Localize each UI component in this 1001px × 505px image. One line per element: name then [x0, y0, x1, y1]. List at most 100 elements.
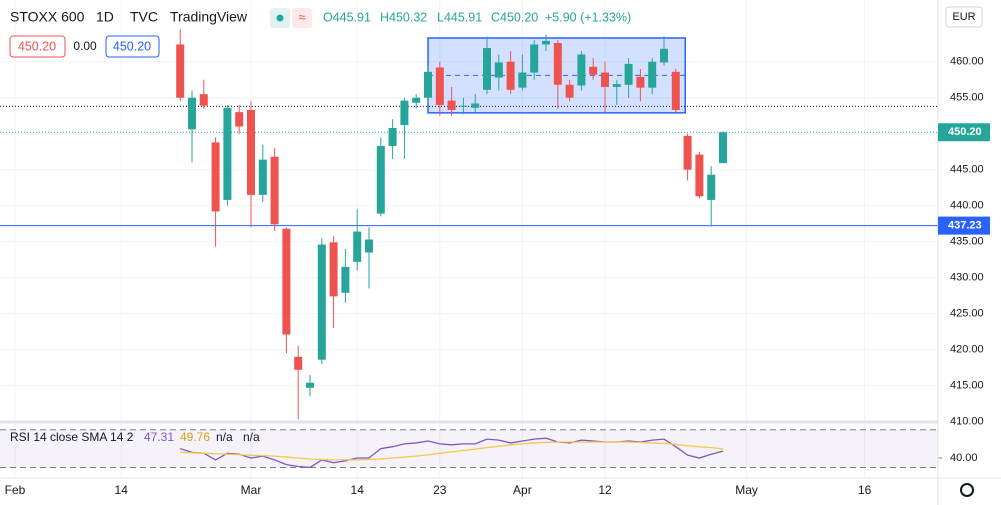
candle-body — [707, 174, 716, 200]
ohlc-open: O445.91 — [323, 10, 371, 24]
buy-price: 450.20 — [113, 39, 151, 53]
candle-body — [447, 100, 456, 110]
x-tick-label: Apr — [513, 483, 532, 497]
candle-body — [376, 145, 385, 214]
buy-box[interactable] — [105, 35, 160, 58]
candle-body — [542, 40, 550, 45]
candle-body — [400, 100, 409, 126]
candle-body — [459, 105, 468, 107]
rsi-sma-line — [180, 441, 724, 461]
x-tick-label: Mar — [241, 483, 262, 497]
x-tick-label: 14 — [115, 483, 129, 497]
rsi-na: n/a — [243, 430, 260, 444]
candle-body — [365, 239, 373, 253]
candle-body — [388, 127, 397, 146]
platform: TradingView — [170, 9, 248, 25]
candle-body — [471, 103, 480, 108]
candle-body — [306, 382, 314, 388]
candle-body — [648, 61, 657, 88]
candle-body — [223, 107, 232, 200]
candle-body — [683, 135, 692, 170]
candle-body — [636, 76, 645, 88]
candle-body — [258, 159, 267, 195]
candle-body — [660, 48, 668, 63]
y-tick-label: 440.00 — [950, 200, 984, 212]
rsi-na: n/a — [216, 430, 233, 444]
rsi-tick-label: 40.00 — [950, 452, 978, 464]
spread: 0.00 — [73, 39, 97, 53]
y-tick-label: 425.00 — [950, 308, 984, 320]
candle-body — [612, 84, 621, 87]
candle-body — [235, 112, 244, 127]
y-tick-label: 410.00 — [950, 416, 984, 428]
candle-body — [317, 244, 326, 360]
x-tick-label: 16 — [858, 483, 872, 497]
rsi-sma-value: 49.76 — [180, 430, 210, 444]
candle-body — [211, 142, 220, 212]
candle-body — [577, 54, 586, 86]
x-tick-label: May — [735, 483, 758, 497]
x-tick-label: 23 — [433, 483, 447, 497]
rsi-line — [180, 437, 724, 469]
candle-body — [270, 156, 279, 225]
currency-button[interactable] — [945, 6, 983, 28]
status-icon[interactable] — [292, 8, 312, 28]
candle-body — [483, 48, 491, 90]
currency: EUR — [952, 11, 975, 23]
candle-body — [329, 242, 338, 297]
rsi-title[interactable]: RSI 14 close SMA 14 2 — [10, 430, 134, 444]
source[interactable]: TVC — [130, 9, 158, 25]
y-tick-label: 430.00 — [950, 272, 984, 284]
sell-box[interactable] — [9, 35, 66, 58]
candle-body — [435, 67, 444, 105]
candle-body — [353, 231, 362, 262]
price-label: 450.20 — [948, 126, 982, 138]
y-tick-label: 445.00 — [950, 164, 984, 176]
y-tick-label: 420.00 — [950, 344, 984, 356]
candle-body — [719, 132, 727, 164]
candle-body — [494, 62, 503, 78]
ohlc-close: C450.20 — [491, 10, 538, 24]
candle-body — [624, 63, 633, 85]
candle-body — [247, 109, 255, 195]
candle-body — [506, 61, 515, 90]
candle-body — [553, 43, 562, 85]
candle-body — [424, 71, 432, 98]
y-tick-label: 455.00 — [950, 92, 984, 104]
y-tick-label: 460.00 — [950, 56, 984, 68]
candle-body — [565, 84, 574, 98]
candle-body — [518, 72, 527, 88]
interval[interactable]: 1D — [96, 9, 114, 25]
candle-body — [282, 228, 291, 335]
rsi-value: 47.31 — [144, 430, 174, 444]
candle-body — [294, 356, 303, 370]
status-dot — [276, 14, 284, 22]
x-tick-label: Feb — [5, 483, 26, 497]
candle-body — [188, 97, 196, 130]
y-tick-label: 435.00 — [950, 236, 984, 248]
candle-body — [199, 94, 208, 106]
candle-body — [695, 154, 704, 197]
ohlc-change: +5.90 (+1.33%) — [545, 10, 631, 24]
candle-body — [412, 97, 421, 103]
x-tick-label: 12 — [598, 483, 612, 497]
x-tick-label: 14 — [351, 483, 365, 497]
candle-body — [176, 44, 185, 98]
candle-body — [341, 266, 350, 293]
ohlc-high: H450.32 — [380, 10, 427, 24]
y-tick-label: 415.00 — [950, 380, 984, 392]
candle-body — [530, 44, 539, 73]
rsi-band — [0, 429, 938, 468]
settings-icon[interactable] — [960, 483, 974, 497]
candle-body — [589, 66, 598, 75]
candle-body — [601, 72, 609, 87]
price-label-box — [938, 216, 990, 235]
symbol[interactable]: STOXX 600 — [10, 9, 85, 25]
ohlc-low: L445.91 — [437, 10, 482, 24]
sell-price: 450.20 — [18, 39, 56, 53]
price-label: 437.23 — [948, 220, 982, 232]
price-label-box — [938, 123, 990, 142]
status-symbol: ≈ — [298, 9, 305, 24]
